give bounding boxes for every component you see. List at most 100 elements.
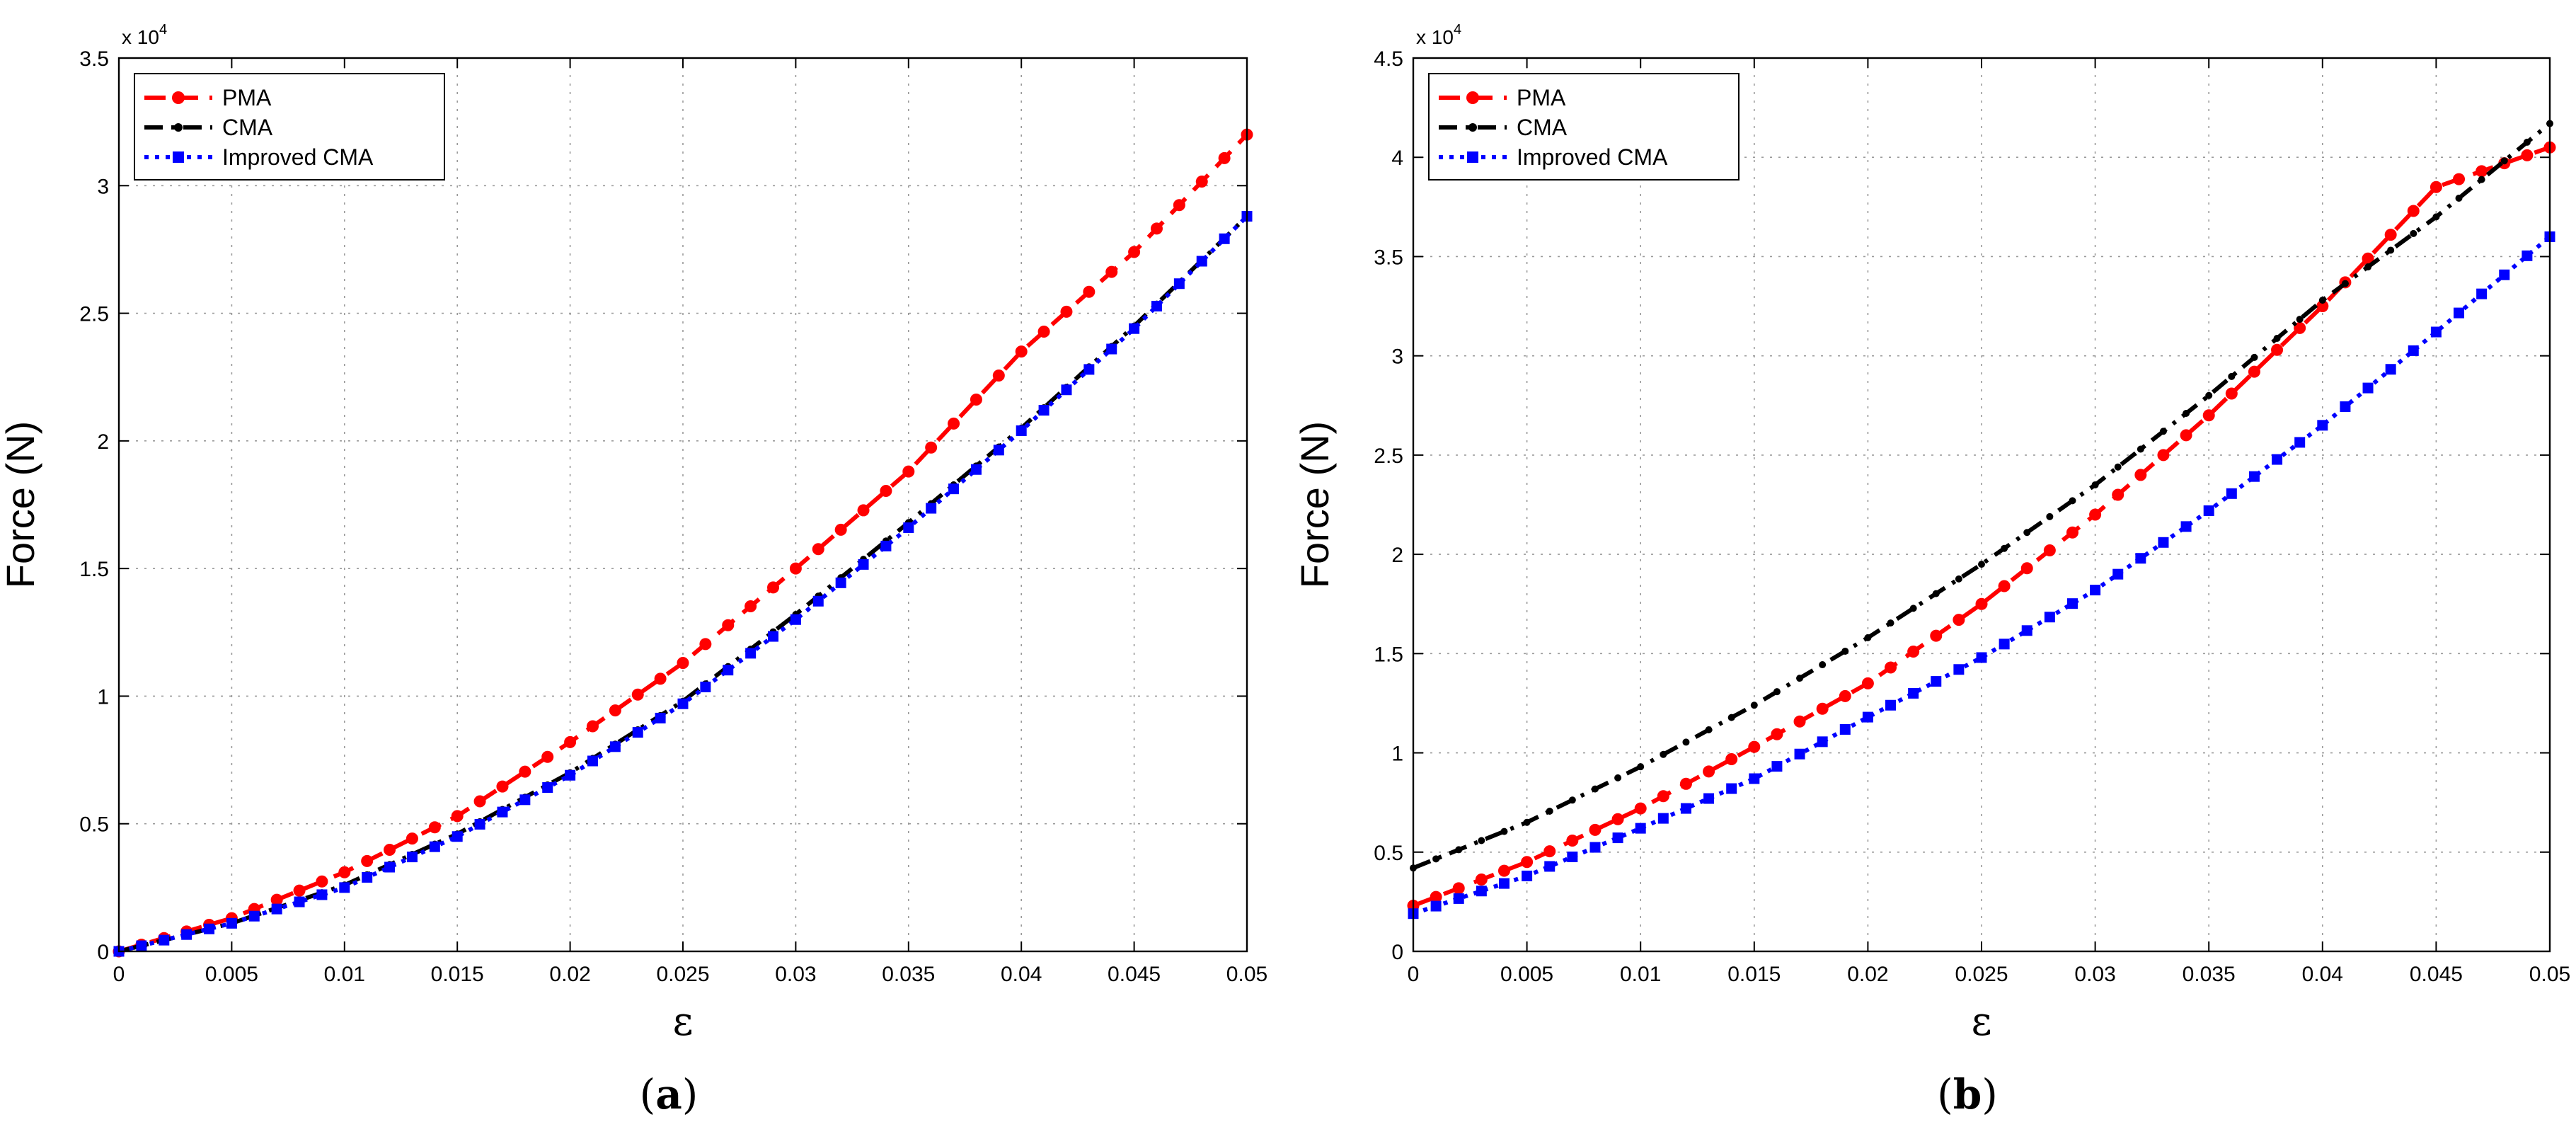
data-point — [1015, 345, 1028, 358]
data-point — [1660, 750, 1667, 758]
data-point — [248, 910, 260, 922]
data-point — [473, 795, 486, 808]
data-point — [2091, 481, 2099, 488]
data-point — [1151, 300, 1162, 311]
data-point — [542, 782, 553, 794]
data-point — [1999, 638, 2010, 650]
series-line — [1412, 145, 2551, 908]
data-point — [1771, 728, 1783, 740]
data-point — [2430, 181, 2442, 193]
data-point — [631, 688, 644, 701]
legend-marker — [173, 151, 184, 163]
data-point — [1016, 425, 1027, 436]
data-point — [406, 832, 418, 845]
data-point — [1543, 845, 1556, 858]
caption-close: ) — [682, 1070, 698, 1118]
data-point — [2248, 471, 2260, 482]
legend: PMA CMA Improved CMA — [1428, 73, 1740, 181]
data-point — [2112, 488, 2124, 501]
y-tick-label: 4.5 — [1374, 47, 1403, 71]
data-point — [1430, 900, 1442, 912]
data-point — [496, 780, 509, 793]
series-pma — [1407, 141, 2556, 912]
data-point — [1522, 870, 1533, 881]
data-point — [723, 665, 734, 676]
data-point — [858, 559, 869, 570]
series-cma — [1410, 120, 2553, 872]
y-tick-label: 1.5 — [79, 558, 109, 581]
x-tick-label: 0.005 — [205, 963, 258, 986]
data-point — [1455, 846, 1463, 854]
data-point — [948, 417, 960, 430]
data-point — [2273, 334, 2281, 342]
data-point — [2089, 508, 2102, 521]
x-tick-label: 0.05 — [2529, 963, 2570, 986]
data-point — [1038, 405, 1050, 416]
data-point — [2521, 149, 2534, 161]
data-point — [993, 445, 1004, 456]
series-improved-cma — [1408, 231, 2555, 920]
series-pma — [113, 128, 1253, 958]
data-point — [2387, 246, 2395, 254]
data-point — [1907, 646, 1920, 658]
data-point — [1591, 785, 1599, 793]
data-point — [1749, 773, 1760, 784]
data-point — [835, 577, 846, 588]
data-point — [1635, 823, 1646, 834]
caption-open: ( — [1937, 1070, 1953, 1118]
data-point — [2225, 387, 2238, 400]
data-point — [339, 882, 350, 893]
data-point — [926, 503, 937, 514]
data-point — [2135, 553, 2146, 564]
x-tick-label: 0.04 — [1001, 963, 1042, 986]
data-point — [1771, 761, 1783, 772]
data-point — [1568, 796, 1576, 804]
data-point — [2157, 449, 2170, 462]
data-point — [271, 903, 282, 915]
x-tick-label: 0 — [113, 963, 125, 986]
data-point — [699, 638, 712, 651]
data-point — [1614, 774, 1622, 781]
data-point — [1657, 813, 1669, 824]
data-point — [609, 704, 621, 717]
data-point — [316, 889, 328, 900]
data-point — [226, 917, 237, 929]
legend-marker — [1466, 91, 1479, 104]
chart-panel-b: 0 0.005 0.01 0.015 0.02 0.025 0.03 0.035 0.04 0.0… — [1292, 22, 2570, 1118]
data-point — [2476, 288, 2488, 299]
data-point — [1841, 647, 1849, 655]
data-point — [2455, 194, 2463, 202]
data-point — [384, 861, 396, 873]
data-point — [2180, 521, 2192, 532]
data-point — [2385, 364, 2396, 375]
data-point — [880, 540, 892, 551]
data-point — [768, 631, 779, 642]
y-tick-label: 3 — [1391, 345, 1403, 369]
plot-area — [119, 58, 1247, 951]
data-point — [2271, 343, 2284, 356]
x-tick-label: 0.045 — [1108, 963, 1161, 986]
data-point — [677, 657, 689, 670]
data-point — [1861, 677, 1874, 689]
data-point — [2296, 316, 2304, 323]
data-point — [2408, 345, 2419, 356]
series-improved-cma — [113, 211, 1253, 957]
data-point — [2454, 307, 2465, 319]
x-tick-label: 0.03 — [2074, 963, 2115, 986]
data-point — [429, 841, 440, 852]
y-tick-label: 1.5 — [1374, 643, 1403, 666]
data-point — [1567, 852, 1578, 863]
data-point — [1544, 861, 1556, 872]
data-point — [2137, 445, 2144, 453]
data-point — [2407, 205, 2420, 217]
data-point — [2317, 420, 2328, 431]
data-point — [565, 769, 576, 781]
data-point — [2044, 612, 2055, 623]
data-point — [1453, 893, 1464, 904]
data-point — [925, 441, 938, 454]
x-axis-label: ε — [672, 999, 693, 1045]
data-point — [1773, 688, 1781, 696]
data-point — [1839, 723, 1851, 735]
data-point — [136, 940, 147, 951]
data-point — [1083, 285, 1096, 298]
